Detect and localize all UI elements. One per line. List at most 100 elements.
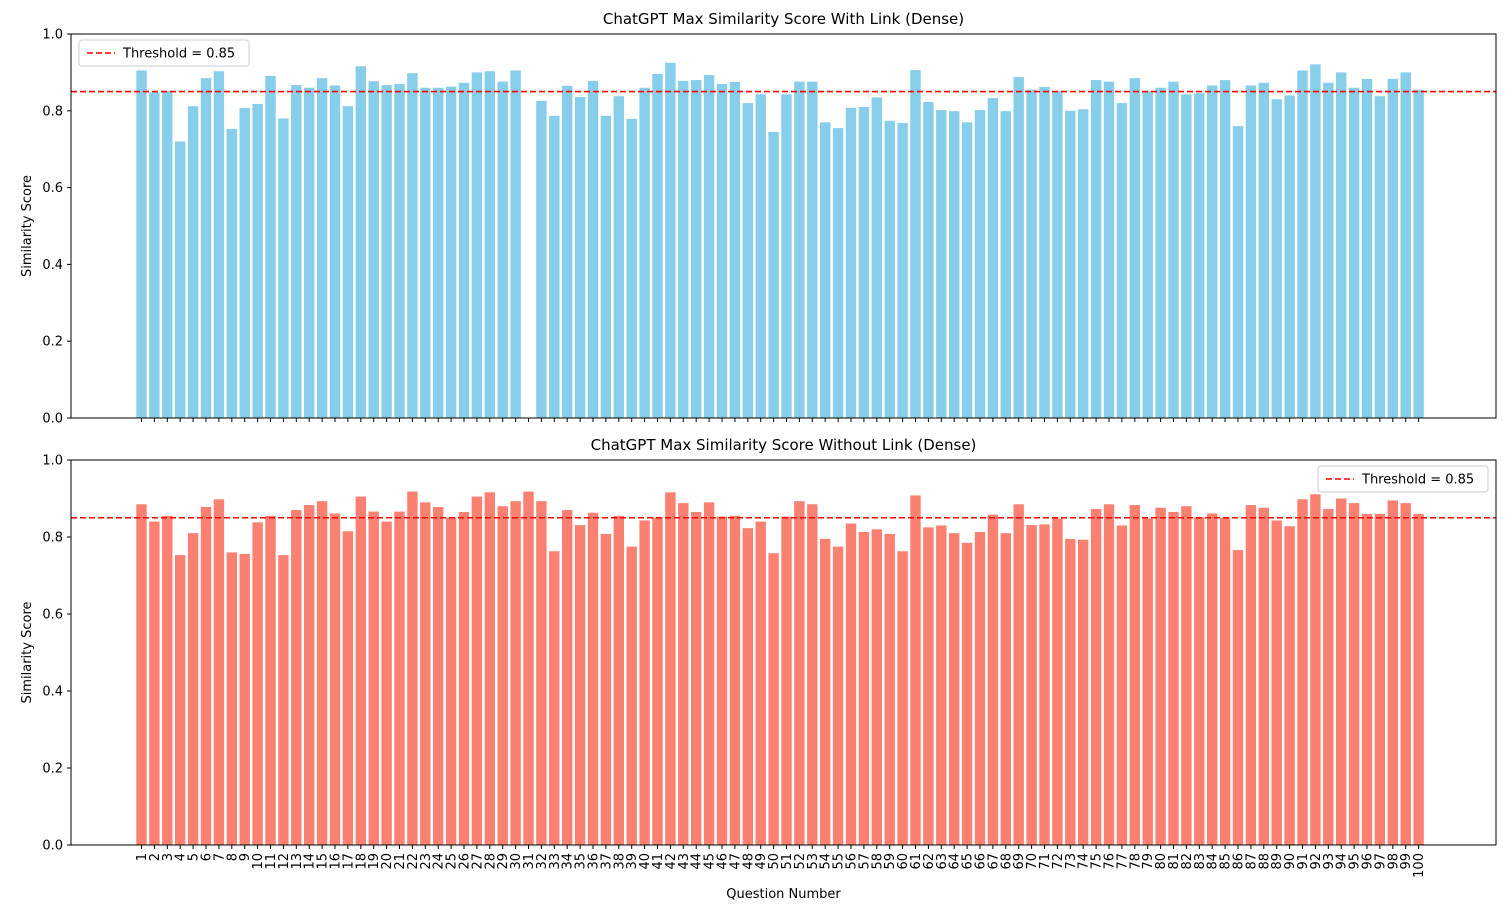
- chart2-bar-50: [768, 553, 779, 845]
- chart2-bar-69: [1013, 504, 1024, 845]
- chart1-bar-10: [252, 103, 263, 418]
- chart1-bar-93: [1323, 82, 1334, 419]
- chart2-xtick-label: 3: [161, 853, 176, 861]
- chart2-xtick-label: 32: [535, 853, 550, 870]
- chart1-bar-37: [600, 115, 612, 418]
- chart1-bar-74: [1078, 109, 1089, 418]
- chart1-bar-61: [910, 70, 921, 418]
- chart1-bar-28: [484, 71, 495, 418]
- chart1-ytick-label: 0.0: [42, 412, 63, 427]
- chart1-bar-19: [368, 81, 379, 418]
- chart2-xtick-label: 45: [703, 853, 718, 870]
- chart2-xtick-label: 76: [1103, 853, 1118, 870]
- chart1-bar-57: [858, 106, 870, 419]
- chart2-xtick-label: 31: [522, 853, 537, 870]
- chart2-xtick-label: 53: [806, 853, 821, 870]
- chart1-bar-70: [1026, 89, 1037, 419]
- chart2-bar-45: [703, 502, 715, 845]
- chart2-xtick-label: 63: [935, 853, 950, 870]
- chart1-bar-9: [239, 108, 250, 419]
- chart2-bar-59: [884, 533, 895, 845]
- chart2-xtick-label: 33: [548, 853, 563, 870]
- chart1-bar-38: [613, 96, 624, 419]
- chart2-bar-31: [523, 491, 534, 845]
- chart2-bar-89: [1271, 520, 1282, 845]
- chart1-bar-12: [278, 118, 289, 418]
- chart1-bar-23: [420, 87, 431, 418]
- chart2-xtick-label: 95: [1348, 853, 1363, 870]
- chart2-bar-7: [213, 499, 225, 845]
- chart2-bar-8: [226, 552, 237, 845]
- chart2-xtick-label: 73: [1064, 853, 1079, 870]
- chart2-ytick-label: 0.0: [42, 839, 63, 854]
- chart1-bar-86: [1232, 126, 1244, 418]
- chart2-bar-19: [368, 511, 379, 845]
- chart1-bar-49: [755, 94, 766, 418]
- chart1-bar-50: [768, 131, 779, 419]
- chart2-xtick-label: 51: [780, 853, 795, 870]
- chart2-xtick-label: 15: [316, 853, 331, 870]
- chart2-xtick-label: 83: [1193, 853, 1208, 870]
- chart2-bar-76: [1103, 504, 1115, 845]
- chart2-bar-85: [1219, 517, 1231, 845]
- chart2-bar-22: [407, 491, 418, 845]
- chart1-bar-72: [1052, 91, 1063, 418]
- chart2-xtick-label: 52: [793, 853, 808, 870]
- chart2-xtick-label: 48: [741, 853, 756, 870]
- chart2-bar-73: [1065, 538, 1076, 845]
- chart1-bar-66: [974, 110, 986, 418]
- chart2-xtick-label: 55: [832, 853, 847, 870]
- chart1-title: ChatGPT Max Similarity Score With Link (…: [603, 10, 964, 28]
- chart1-ylabel: Similarity Score: [20, 175, 35, 277]
- chart2-xtick-label: 49: [754, 853, 769, 870]
- chart1-ytick-label: 1.0: [42, 28, 63, 43]
- chart2-xlabel: Question Number: [726, 887, 841, 902]
- chart2-bar-43: [678, 503, 689, 845]
- chart2-bar-49: [755, 521, 766, 845]
- chart2-xtick-label: 100: [1412, 853, 1427, 878]
- chart1-bar-97: [1374, 96, 1386, 419]
- chart1-bar-91: [1297, 70, 1308, 418]
- chart1-ytick-label: 0.8: [42, 104, 63, 119]
- chart1-bar-5: [187, 106, 199, 418]
- chart2-xtick-label: 17: [341, 853, 356, 870]
- chart2-bar-9: [239, 553, 250, 845]
- chart2-xtick-label: 26: [458, 853, 473, 870]
- chart1-bar-98: [1387, 78, 1398, 419]
- chart2-xtick-label: 75: [1090, 853, 1105, 870]
- chart1-bar-94: [1336, 72, 1347, 419]
- chart1-bar-40: [639, 87, 650, 418]
- chart2-bar-91: [1297, 499, 1308, 845]
- chart2-bar-15: [316, 501, 328, 845]
- chart2-xtick-label: 18: [354, 853, 369, 870]
- chart1-bar-11: [265, 75, 276, 419]
- chart1-ytick-label: 0.6: [42, 181, 63, 196]
- chart2-bar-81: [1168, 511, 1179, 845]
- chart1-bar-47: [729, 82, 741, 418]
- chart2-xtick-label: 70: [1025, 853, 1040, 870]
- chart2-bar-26: [458, 511, 470, 845]
- chart1-bar-7: [213, 71, 225, 418]
- chart2-bar-64: [949, 533, 960, 845]
- chart1-bar-78: [1129, 78, 1140, 418]
- chart2-bar-54: [820, 538, 831, 845]
- chart1-bar-73: [1065, 110, 1076, 419]
- chart2-bar-52: [794, 501, 805, 845]
- chart2-bar-67: [987, 514, 999, 845]
- chart2-xtick-label: 56: [845, 853, 860, 870]
- chart2-xtick-label: 47: [728, 853, 743, 870]
- chart1-bar-83: [1194, 93, 1205, 418]
- chart2-bar-84: [1207, 513, 1218, 845]
- chart2-xtick-label: 41: [651, 853, 666, 870]
- chart2-bar-79: [1142, 518, 1153, 845]
- chart2-bar-75: [1090, 508, 1102, 845]
- chart2-bar-13: [291, 510, 302, 845]
- chart2-xtick-label: 12: [277, 853, 292, 870]
- chart2-xtick-label: 69: [1012, 853, 1027, 870]
- chart2-xtick-label: 71: [1038, 853, 1053, 870]
- chart2-bar-92: [1310, 494, 1321, 845]
- chart2-title: ChatGPT Max Similarity Score Without Lin…: [591, 436, 977, 454]
- chart2-xtick-label: 94: [1335, 853, 1350, 870]
- chart2-bar-5: [187, 533, 199, 845]
- chart2-xtick-label: 28: [483, 853, 498, 870]
